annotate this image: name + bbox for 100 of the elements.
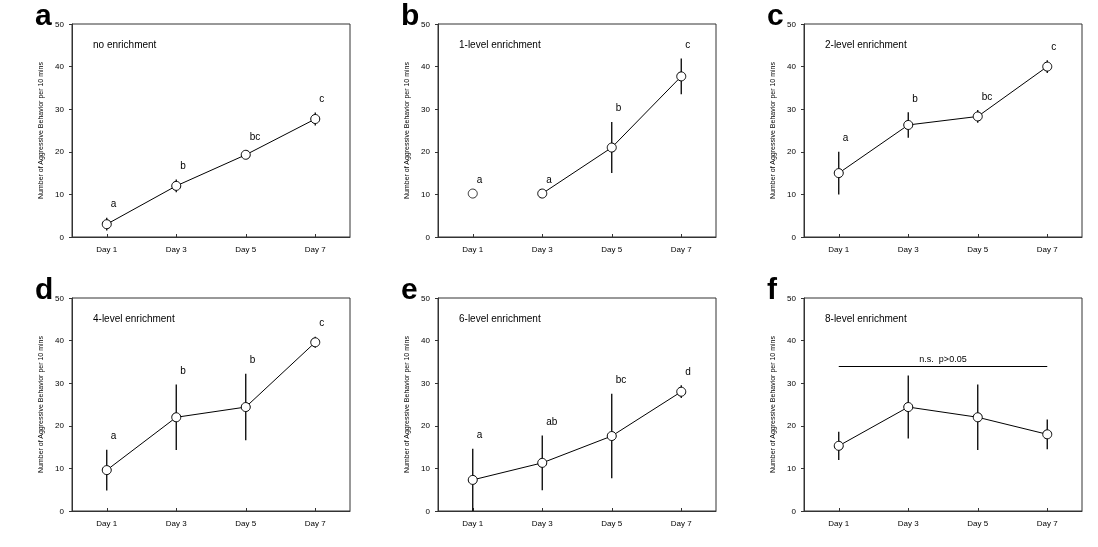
x-tick-label: Day 3: [165, 518, 188, 527]
annotation: c: [319, 93, 325, 105]
x-tick-label: Day 7: [1036, 518, 1059, 527]
y-tick-label: 50: [55, 19, 65, 29]
point: [676, 71, 687, 82]
x-tick-label: Day 3: [165, 244, 188, 254]
y-tick-label: 20: [787, 147, 797, 157]
x-tick-label: Day 1: [462, 518, 484, 527]
x-tick-label: Day 7: [304, 244, 327, 254]
annotation: a: [110, 429, 117, 441]
point: [310, 336, 321, 347]
x-tick-label: Day 1: [828, 518, 850, 527]
x-tick-label: Day 7: [670, 244, 693, 254]
chart-title: f: [767, 271, 778, 304]
y-tick-label: 0: [425, 232, 431, 242]
annotation: a: [546, 174, 553, 186]
text: no enrichment: [93, 38, 157, 50]
point: [171, 180, 182, 191]
x-tick-label: Day 1: [462, 244, 484, 254]
annotation: c: [319, 316, 325, 328]
y-tick-label: 10: [55, 189, 65, 199]
point: [240, 401, 251, 412]
y-tick-label: 50: [55, 293, 65, 302]
y-tick-label: 0: [425, 506, 431, 515]
y-tick-label: 40: [787, 62, 797, 72]
annotation: bc: [615, 373, 627, 385]
y-tick-label: 0: [59, 506, 65, 515]
point: [833, 168, 844, 179]
annotation: a: [842, 132, 849, 144]
y-tick-label: 10: [787, 463, 797, 473]
y-tick-label: 20: [55, 147, 65, 157]
annotation: b: [912, 92, 919, 104]
x-tick-label: Day 5: [967, 244, 989, 254]
point: [101, 219, 112, 230]
y-tick-label: 30: [787, 104, 797, 114]
point: [903, 119, 914, 130]
chart-title: a: [35, 0, 52, 31]
annotation: bc: [981, 90, 993, 102]
y-tick-label: 40: [55, 62, 65, 72]
y-tick-label: 0: [791, 232, 797, 242]
y-tick-label: 10: [421, 463, 431, 473]
point: [171, 411, 182, 422]
x-tick-label: Day 5: [235, 518, 257, 527]
y-tick-label: 20: [787, 420, 797, 430]
x-tick-label: Day 1: [828, 244, 850, 254]
annotation: a: [476, 174, 483, 186]
annotation: b: [180, 159, 187, 171]
annotation: b: [180, 364, 187, 376]
text: 6-level enrichment: [459, 312, 541, 323]
x-tick-label: Day 3: [531, 244, 554, 254]
text: 2-level enrichment: [825, 38, 907, 50]
point: [537, 457, 548, 468]
point: [310, 114, 321, 124]
text: 1-level enrichment: [459, 38, 541, 50]
ref-line-label: n.s. p>0.05: [919, 353, 967, 364]
annotation: a: [476, 428, 483, 440]
x-tick-label: Day 7: [304, 518, 327, 527]
point: [606, 430, 617, 441]
annotation: c: [1051, 40, 1057, 52]
annotation: c: [685, 39, 691, 51]
point: [1042, 61, 1053, 72]
y-tick-label: 40: [787, 335, 797, 345]
point: [606, 142, 617, 153]
x-tick-label: Day 5: [601, 244, 623, 254]
annotation: a: [110, 198, 117, 210]
point: [972, 111, 983, 122]
y-tick-label: 10: [55, 463, 65, 473]
x-tick-label: Day 5: [601, 518, 623, 527]
annotation: d: [685, 365, 691, 377]
x-tick-label: Day 3: [897, 244, 920, 254]
y-tick-label: 30: [55, 104, 65, 114]
point: [833, 440, 844, 451]
point: [467, 474, 478, 485]
x-tick-label: Day 3: [531, 518, 554, 527]
x-tick-label: Day 1: [96, 244, 118, 254]
x-tick-label: Day 5: [967, 518, 989, 527]
y-tick-label: 0: [791, 506, 797, 515]
y-tick-label: 20: [421, 147, 431, 157]
point: [240, 149, 251, 160]
y-tick-label: 40: [55, 335, 65, 345]
y-tick-label: 0: [59, 232, 65, 242]
point: [903, 401, 914, 412]
y-tick-label: 30: [421, 104, 431, 114]
annotation: ab: [546, 415, 558, 427]
x-tick-label: Day 7: [1036, 244, 1059, 254]
point: [467, 188, 478, 199]
y-tick-label: 10: [421, 189, 431, 199]
point: [537, 188, 548, 199]
x-tick-label: Day 7: [670, 518, 693, 527]
x-tick-label: Day 5: [235, 244, 257, 254]
annotation: b: [249, 353, 256, 365]
y-tick-label: 20: [421, 420, 431, 430]
text: 4-level enrichment: [93, 312, 175, 323]
point: [101, 464, 112, 475]
y-tick-label: 50: [421, 19, 431, 29]
annotation: b: [615, 102, 622, 114]
chart-title: d: [35, 271, 54, 304]
y-tick-label: 50: [787, 19, 797, 29]
y-tick-label: 20: [55, 420, 65, 430]
chart-title: c: [767, 0, 784, 31]
